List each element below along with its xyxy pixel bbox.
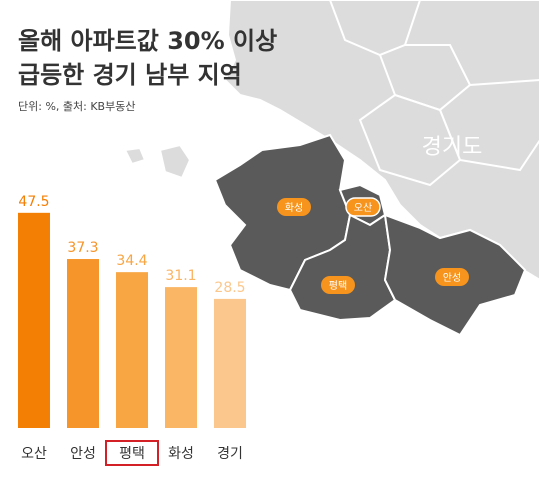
bar bbox=[67, 259, 99, 428]
bar bbox=[214, 298, 246, 428]
bar bbox=[18, 212, 50, 428]
x-tick-label: 평택 bbox=[119, 446, 145, 462]
value-label: 34.4 bbox=[116, 253, 147, 269]
value-label: 31.1 bbox=[165, 268, 196, 284]
map-province-label: 경기도 bbox=[422, 135, 483, 160]
bar bbox=[165, 287, 197, 428]
chart-title: 급등한 경기 남부 지역 bbox=[18, 61, 242, 89]
map-region bbox=[158, 143, 192, 180]
map-badge bbox=[321, 276, 355, 294]
chart-title: 올해 아파트값 30% 이상 bbox=[18, 27, 277, 55]
map-district-label: 평택 bbox=[329, 280, 347, 292]
map-region bbox=[358, 93, 462, 187]
value-label: 47.5 bbox=[18, 194, 49, 210]
chart-subtitle: 단위: %, 출처: KB부동산 bbox=[18, 100, 135, 113]
x-tick-label: 안성 bbox=[70, 446, 96, 462]
map-badge bbox=[277, 198, 311, 216]
x-tick-label: 경기 bbox=[217, 446, 243, 462]
highlight-box bbox=[105, 440, 159, 466]
map-district-label: 오산 bbox=[354, 202, 372, 214]
map-district-label: 안성 bbox=[443, 272, 461, 284]
map-badge bbox=[345, 197, 381, 217]
value-label: 37.3 bbox=[67, 240, 98, 256]
value-label: 28.5 bbox=[214, 280, 245, 296]
map-badge bbox=[435, 268, 469, 286]
map-region bbox=[123, 146, 147, 166]
x-tick-label: 오산 bbox=[21, 446, 47, 462]
bar bbox=[116, 272, 148, 428]
map-district-label: 화성 bbox=[285, 202, 303, 214]
x-tick-label: 화성 bbox=[168, 446, 194, 462]
